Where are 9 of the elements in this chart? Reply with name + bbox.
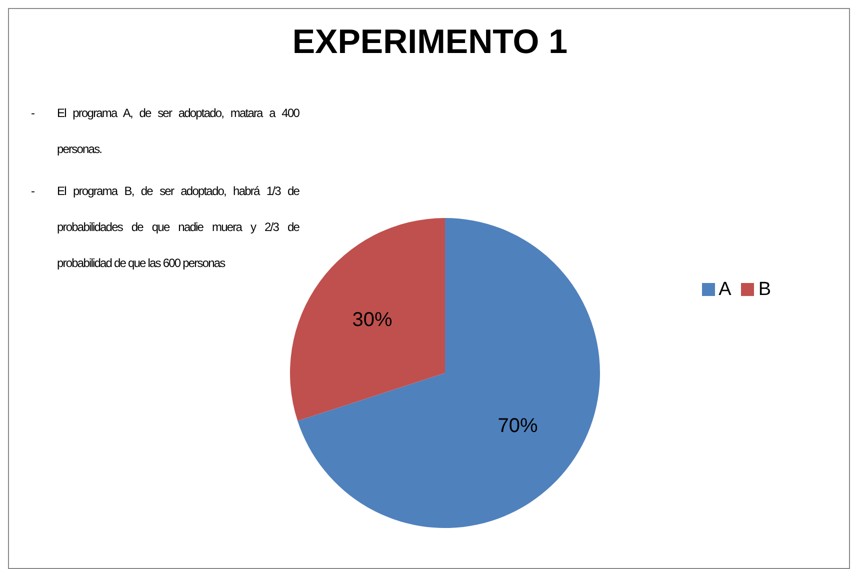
- pie-slice: [298, 218, 600, 528]
- legend-label: A: [718, 278, 732, 300]
- data-label: 70%: [498, 414, 538, 437]
- data-label: 30%: [352, 309, 392, 332]
- chart-title: EXPERIMENTO 1: [291, 23, 569, 62]
- legend-label: B: [758, 278, 771, 300]
- pie-slice: [290, 218, 445, 421]
- text: - El programa B, de ser adoptado, habrá 1/3 de probabilidades de que nadie muera y 2/3 de probabilidad de que las 600 personas: [31, 184, 299, 270]
- text: - El programa A, de ser adoptado, matara a 400 personas.: [31, 106, 299, 156]
